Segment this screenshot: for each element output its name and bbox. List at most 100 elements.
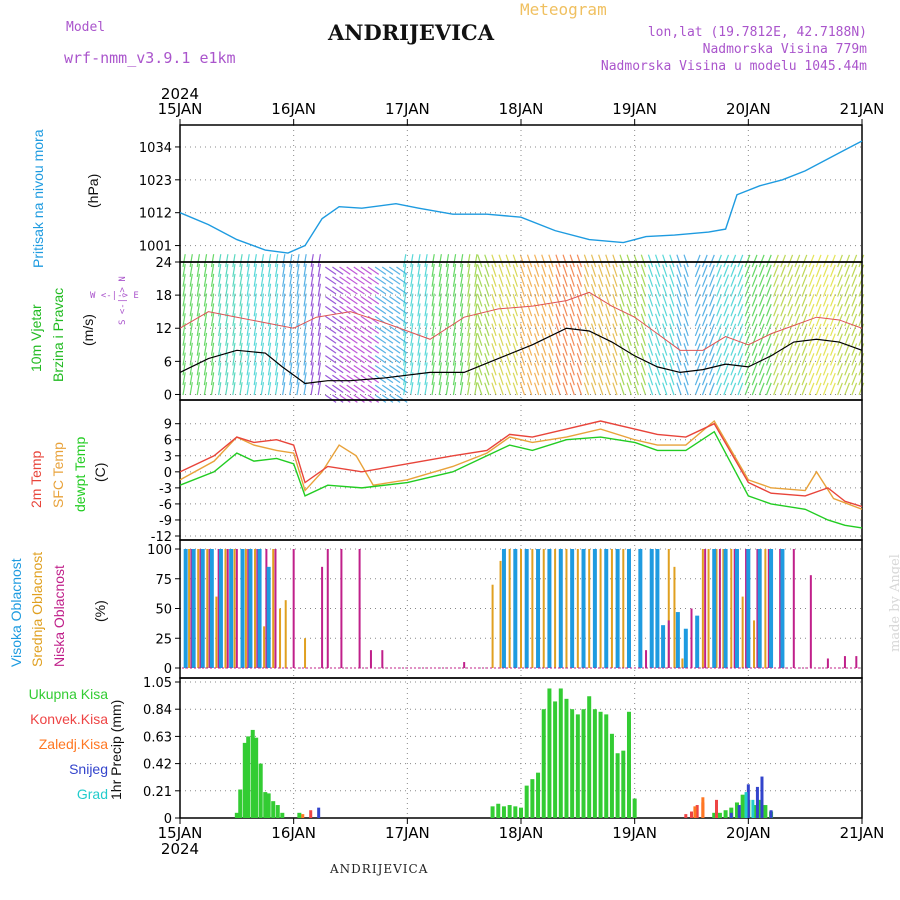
precip-total-bar [258,763,263,818]
wind-barb [289,263,293,277]
wind-barb [633,382,639,396]
wind-barb [709,382,715,396]
wind-barb [815,254,822,268]
cloud-low-bar [265,549,268,668]
wind-barb [374,345,387,354]
wind-barb [505,313,511,327]
wind-barb [676,333,682,346]
wind-barb [225,332,229,346]
wind-barb [808,284,815,297]
wind-barb [417,362,421,376]
wind-barb [669,264,675,278]
wind-barb [474,362,478,376]
wind-barb [723,353,730,366]
wind-barb [431,273,435,287]
y-tick-label: 0.63 [143,730,172,745]
wind-barb [410,352,414,366]
precip-total-bar [626,711,631,818]
wind-barb [765,323,772,337]
wind-barb [389,384,401,393]
wind-barb [389,315,401,325]
wind-barb [815,303,822,317]
wind-barb [417,323,421,337]
wind-barb [676,303,682,317]
wind-barb [647,372,654,386]
precip-snow-bar [760,776,764,818]
wind-barb [787,303,794,317]
wind-barb [317,254,322,268]
wind-barb [498,362,504,376]
wind-barb [339,364,351,374]
dewpt-line [179,430,863,529]
wind-barb [317,273,322,287]
wind-barb [605,284,611,297]
wind-barb [491,343,497,356]
wind-barb [626,293,632,307]
wind-barb [730,254,737,268]
wind-barb [474,372,478,386]
wind-barb [709,333,715,346]
wind-barb [737,313,744,327]
wind-barb [640,254,647,268]
wind-barb [332,364,344,374]
wind-barb [353,374,365,384]
wind-barb [253,303,257,317]
wind-barb [225,372,229,386]
wind-barb [694,362,701,376]
wind-barb [815,313,822,327]
wind-barb [694,284,701,297]
wind-barb [758,274,765,287]
wind-barb [225,263,229,277]
wind-barb [317,293,322,307]
wind-barb [289,293,293,307]
wind-barb [498,274,504,287]
wind-barb [367,335,380,344]
wind-barb [794,333,801,346]
wind-barb [837,353,843,366]
wind-barb [844,303,851,317]
wind-barb [210,283,215,297]
wind-barb [246,323,250,337]
wind-barb [780,284,786,297]
cloud-high-bar [746,549,751,668]
wind-barb [196,382,201,396]
wind-barb [519,362,526,376]
cloud-mid-bar [508,549,511,668]
wind-barb [694,372,701,386]
wind-barb [598,343,604,356]
wind-barb [210,342,215,356]
wind-barb [445,372,450,386]
cloud-high-bar [695,615,700,668]
wind-barb [619,382,625,396]
wind-barb [773,264,779,278]
wind-barb [555,382,561,396]
wind-barb [225,254,229,268]
wind-barb [794,294,801,307]
wind-barb [477,303,483,317]
wind-barb [815,382,822,396]
wind-barb [381,345,394,354]
wind-barb [612,333,618,346]
wind-barb [751,362,758,376]
wind-barb [260,323,265,337]
wind-barb [381,394,394,403]
wind-barb [765,303,772,317]
wind-barb [410,263,414,277]
wind-barb [360,394,372,403]
wind-barb [612,382,618,396]
wind-barb [474,273,478,287]
wind-barb [541,313,547,327]
wind-barb [360,335,372,344]
precip-total-bar [717,812,722,818]
wind-barb [189,303,193,317]
wind-barb [467,303,471,317]
y-tick-label: 1001 [139,240,172,255]
wind-barb [239,332,243,346]
wind-barb [274,254,279,268]
wind-barb [730,353,737,366]
wind-barb [694,274,701,287]
wind-barb [253,362,257,376]
wind-barb [801,254,808,268]
wind-barb [744,382,751,396]
wind-barb [829,362,836,376]
